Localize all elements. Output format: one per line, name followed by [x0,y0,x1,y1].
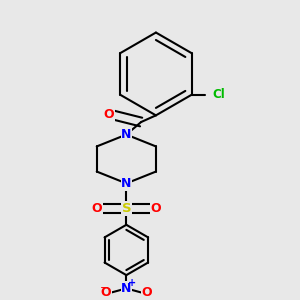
Text: O: O [103,108,114,121]
Text: N: N [121,128,131,141]
Text: S: S [122,202,131,215]
Text: O: O [92,202,102,215]
Text: −: − [100,283,109,292]
Text: N: N [121,177,131,190]
Text: +: + [128,278,136,288]
Text: O: O [100,286,111,299]
Text: O: O [142,286,152,299]
Text: O: O [151,202,161,215]
Text: N: N [121,282,131,295]
Text: Cl: Cl [212,88,225,101]
